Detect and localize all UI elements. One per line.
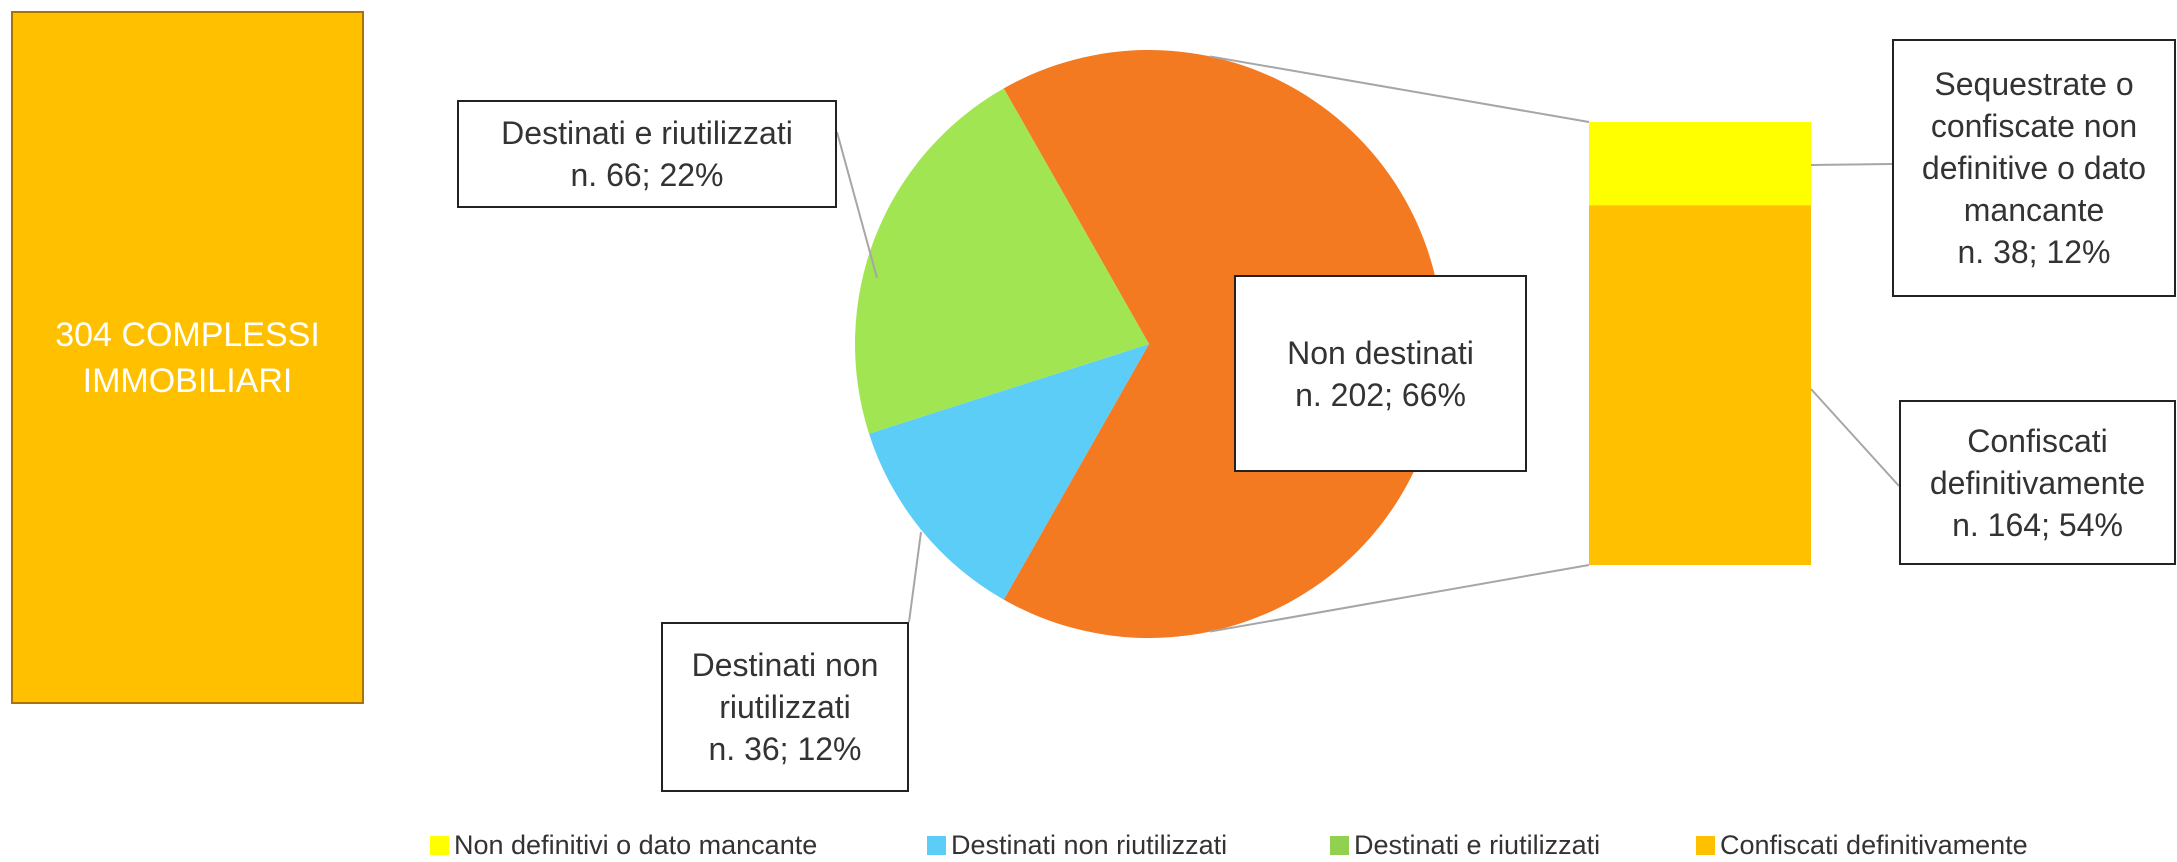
legend-label: Destinati non riutilizzati	[951, 830, 1228, 860]
category-label: Confiscati definitivamente	[1929, 422, 2146, 501]
legend-swatch	[1696, 836, 1715, 855]
legend-item: Non definitivi o dato mancante	[430, 830, 817, 861]
value-label: n. 38; 12%	[1957, 234, 2111, 270]
connector	[1810, 163, 1893, 166]
legend-label: Confiscati definitivamente	[1720, 830, 2028, 860]
connector	[908, 531, 922, 623]
total-label: 304 COMPLESSI IMMOBILIARI	[55, 315, 320, 400]
value-label: n. 202; 66%	[1295, 376, 1466, 413]
legend-label: Destinati e riutilizzati	[1354, 830, 1601, 860]
connector	[836, 131, 878, 279]
data-label: Destinati non riutilizzati n. 36; 12%	[661, 622, 909, 792]
legend-item: Destinati e riutilizzati	[1330, 830, 1600, 861]
legend-swatch	[1330, 836, 1349, 855]
bar-segment	[1589, 122, 1811, 206]
value-label: n. 164; 54%	[1952, 506, 2123, 543]
connector	[1810, 388, 1900, 487]
legend-swatch	[430, 836, 449, 855]
legend-label: Non definitivi o dato mancante	[454, 830, 818, 860]
total-box: 304 COMPLESSI IMMOBILIARI	[11, 11, 364, 704]
data-label: Confiscati definitivamente n. 164; 54%	[1899, 400, 2176, 565]
legend-swatch	[927, 836, 946, 855]
bar-segment	[1589, 205, 1811, 565]
value-label: n. 36; 12%	[708, 731, 862, 767]
category-label: Sequestrate o confiscate non definitive …	[1921, 66, 2147, 228]
pie-slice	[855, 88, 1149, 434]
data-label: Non destinati n. 202; 66%	[1234, 275, 1527, 472]
category-label: Destinati non riutilizzati	[691, 647, 879, 725]
category-label: Non destinati	[1287, 334, 1474, 371]
data-label: Sequestrate o confiscate non definitive …	[1892, 39, 2176, 297]
legend-item: Confiscati definitivamente	[1696, 830, 2028, 861]
pie-slice	[869, 344, 1149, 600]
legend-item: Destinati non riutilizzati	[927, 830, 1227, 861]
connector	[1209, 564, 1590, 633]
connector	[1209, 55, 1590, 123]
value-label: n. 66; 22%	[570, 157, 724, 193]
pie-slice	[1003, 50, 1443, 638]
category-label: Destinati e riutilizzati	[501, 115, 793, 151]
data-label: Destinati e riutilizzati n. 66; 22%	[457, 100, 837, 208]
